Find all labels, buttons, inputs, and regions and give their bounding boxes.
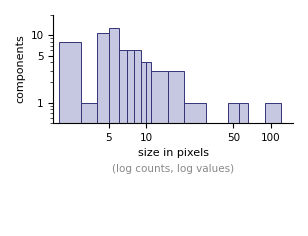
Bar bbox=[146, 62, 152, 236]
Bar bbox=[81, 103, 97, 236]
Bar bbox=[184, 103, 206, 236]
Bar bbox=[127, 50, 134, 236]
Bar bbox=[228, 103, 239, 236]
Text: (log counts, log values): (log counts, log values) bbox=[112, 164, 234, 174]
Bar bbox=[168, 71, 184, 236]
Bar bbox=[152, 71, 168, 236]
Bar bbox=[239, 103, 248, 236]
X-axis label: size in pixels: size in pixels bbox=[138, 148, 209, 158]
Bar bbox=[134, 50, 140, 236]
Bar bbox=[59, 42, 81, 236]
Bar bbox=[119, 50, 127, 236]
Bar bbox=[265, 103, 281, 236]
Bar bbox=[109, 28, 119, 236]
Bar bbox=[97, 33, 109, 236]
Y-axis label: components: components bbox=[15, 35, 25, 103]
Bar bbox=[140, 62, 146, 236]
